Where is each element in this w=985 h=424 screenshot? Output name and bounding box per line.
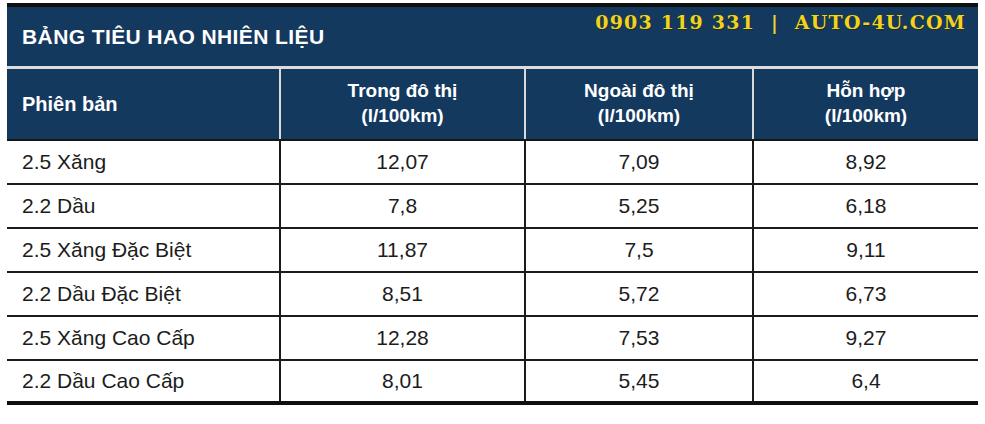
cell-urban: 12,28 xyxy=(279,317,524,359)
contact-website: AUTO-4U.COM xyxy=(795,11,966,33)
table-row: 2.5 Xăng Đặc Biệt 11,87 7,5 9,11 xyxy=(7,229,978,273)
fuel-consumption-table-graphic: BẢNG TIÊU HAO NHIÊN LIỆU 0903 119 331 | … xyxy=(7,3,978,405)
cell-version: 2.5 Xăng Cao Cấp xyxy=(7,317,279,359)
table-header-row: Phiên bản Trong đô thị (l/100km) Ngoài đ… xyxy=(7,69,978,141)
cell-extra-urban: 5,72 xyxy=(524,273,752,315)
title-bar: BẢNG TIÊU HAO NHIÊN LIỆU 0903 119 331 | … xyxy=(7,7,978,69)
column-header-version: Phiên bản xyxy=(7,69,279,139)
column-header-urban-label: Trong đô thị xyxy=(348,79,458,104)
cell-extra-urban: 7,5 xyxy=(524,229,752,271)
cell-extra-urban: 5,25 xyxy=(524,185,752,227)
cell-combined: 6,73 xyxy=(752,273,978,315)
cell-extra-urban: 5,45 xyxy=(524,361,752,401)
cell-combined: 9,27 xyxy=(752,317,978,359)
cell-urban: 12,07 xyxy=(279,141,524,183)
cell-extra-urban: 7,09 xyxy=(524,141,752,183)
column-header-extra-urban-unit: (l/100km) xyxy=(598,104,680,129)
column-header-urban-unit: (l/100km) xyxy=(361,104,443,129)
contact-phone: 0903 119 331 xyxy=(595,11,755,33)
contact-info: 0903 119 331 | AUTO-4U.COM xyxy=(595,11,966,33)
table-row: 2.2 Dầu Cao Cấp 8,01 5,45 6,4 xyxy=(7,361,978,405)
column-header-combined-unit: (l/100km) xyxy=(825,104,907,129)
page-title: BẢNG TIÊU HAO NHIÊN LIỆU xyxy=(7,25,324,49)
cell-version: 2.5 Xăng Đặc Biệt xyxy=(7,229,279,271)
cell-urban: 8,51 xyxy=(279,273,524,315)
column-header-extra-urban: Ngoài đô thị (l/100km) xyxy=(524,69,752,139)
cell-urban: 8,01 xyxy=(279,361,524,401)
cell-combined: 9,11 xyxy=(752,229,978,271)
cell-urban: 11,87 xyxy=(279,229,524,271)
contact-separator: | xyxy=(771,11,779,33)
cell-combined: 8,92 xyxy=(752,141,978,183)
cell-version: 2.5 Xăng xyxy=(7,141,279,183)
column-header-combined: Hỗn hợp (l/100km) xyxy=(752,69,978,139)
table-row: 2.2 Dầu Đặc Biệt 8,51 5,72 6,73 xyxy=(7,273,978,317)
cell-version: 2.2 Dầu xyxy=(7,185,279,227)
cell-combined: 6,18 xyxy=(752,185,978,227)
table-row: 2.5 Xăng Cao Cấp 12,28 7,53 9,27 xyxy=(7,317,978,361)
cell-urban: 7,8 xyxy=(279,185,524,227)
column-header-extra-urban-label: Ngoài đô thị xyxy=(584,79,694,104)
cell-version: 2.2 Dầu Đặc Biệt xyxy=(7,273,279,315)
column-header-combined-label: Hỗn hợp xyxy=(827,79,906,104)
table-row: 2.5 Xăng 12,07 7,09 8,92 xyxy=(7,141,978,185)
cell-combined: 6,4 xyxy=(752,361,978,401)
cell-extra-urban: 7,53 xyxy=(524,317,752,359)
cell-version: 2.2 Dầu Cao Cấp xyxy=(7,361,279,401)
table-row: 2.2 Dầu 7,8 5,25 6,18 xyxy=(7,185,978,229)
column-header-urban: Trong đô thị (l/100km) xyxy=(279,69,524,139)
